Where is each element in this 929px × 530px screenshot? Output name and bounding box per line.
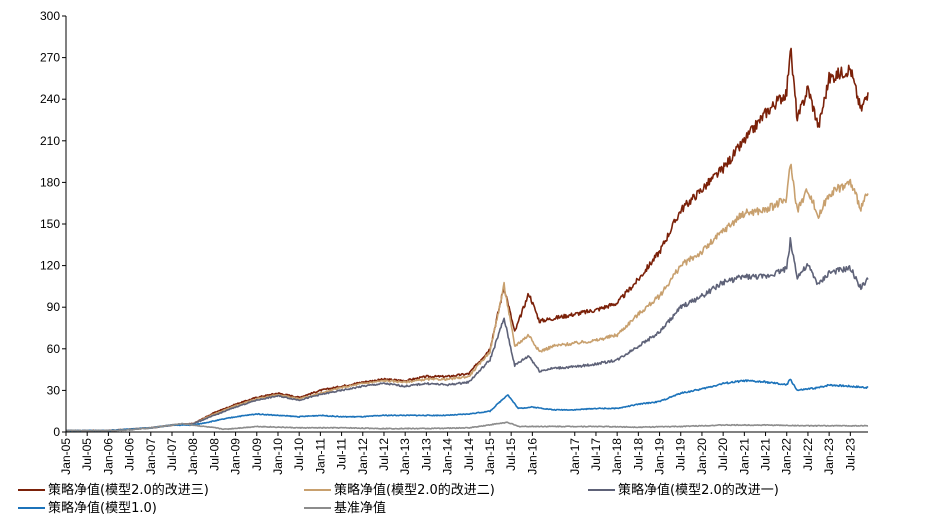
x-tick-label: Jan-09 xyxy=(229,438,243,475)
legend-label: 策略净值(模型1.0) xyxy=(48,500,157,516)
x-tick-label: Jul-15 xyxy=(504,438,518,471)
y-tick-label: 300 xyxy=(40,9,60,23)
x-tick-label: Jul-08 xyxy=(207,438,221,471)
x-tick-label: Jul-20 xyxy=(716,438,730,471)
x-tick-label: Jul-09 xyxy=(250,438,264,471)
series-line-1 xyxy=(66,47,869,432)
x-tick-label: Jul-06 xyxy=(123,438,137,471)
legend-label: 策略净值(模型2.0的改进三) xyxy=(48,482,209,498)
y-axis: 0 30 60 90 120 150 180 210 240 270 300 xyxy=(40,9,67,439)
legend-item: 策略净值(模型2.0的改进二) xyxy=(304,482,495,498)
x-tick-label: Jul-13 xyxy=(419,438,433,471)
y-tick-label: 90 xyxy=(47,300,61,314)
x-tick-label: Jan-19 xyxy=(653,438,667,475)
y-tick-label: 150 xyxy=(40,217,60,231)
x-tick-label: Jan-07 xyxy=(144,438,158,475)
x-tick-label: Jan-16 xyxy=(525,438,539,475)
x-tick-label: Jul-05 xyxy=(80,438,94,471)
x-tick-label: Jan-15 xyxy=(483,438,497,475)
plot-lines xyxy=(65,47,869,432)
x-tick-label: Jan-17 xyxy=(568,438,582,475)
x-tick-label: Jan-23 xyxy=(822,438,836,475)
y-tick-label: 270 xyxy=(40,51,60,65)
x-tick-label: Jan-06 xyxy=(101,438,115,475)
y-tick-label: 60 xyxy=(47,342,61,356)
legend: 策略净值(模型2.0的改进三) 策略净值(模型2.0的改进二) 策略净值(模型2.0… xyxy=(18,482,779,516)
x-tick-label: Jul-10 xyxy=(292,438,306,471)
x-axis: Jan-05 Jul-05 Jan-06 Jul-06 Jan-07 Jul-07 Jan-… xyxy=(59,431,868,475)
x-tick-label: Jul-11 xyxy=(335,438,349,470)
legend-item: 策略净值(模型2.0的改进一) xyxy=(588,482,779,498)
series-line-3 xyxy=(65,237,869,432)
x-tick-label: Jan-21 xyxy=(737,438,751,475)
y-tick-label: 30 xyxy=(47,383,61,397)
x-tick-label: Jan-14 xyxy=(441,438,455,475)
series-line-4 xyxy=(66,378,869,432)
y-tick-label: 240 xyxy=(40,92,60,106)
x-tick-label: Jan-13 xyxy=(398,438,412,475)
x-tick-label: Jan-05 xyxy=(59,438,73,475)
x-tick-label: Jan-18 xyxy=(610,438,624,475)
series-line-2 xyxy=(65,163,869,432)
legend-item: 策略净值(模型2.0的改进三) xyxy=(18,482,209,498)
y-tick-label: 180 xyxy=(40,175,60,189)
y-tick-label: 120 xyxy=(40,259,60,273)
legend-item: 策略净值(模型1.0) xyxy=(18,500,157,516)
x-tick-label: Jan-11 xyxy=(313,438,327,474)
y-tick-label: 210 xyxy=(40,134,60,148)
x-tick-label: Jan-12 xyxy=(356,438,370,475)
legend-label: 策略净值(模型2.0的改进一) xyxy=(618,482,779,498)
x-tick-label: Jul-23 xyxy=(843,438,857,471)
legend-label: 策略净值(模型2.0的改进二) xyxy=(334,482,495,498)
x-tick-label: Jul-21 xyxy=(759,438,773,471)
series-line-5 xyxy=(65,421,869,432)
x-tick-label: Jan-22 xyxy=(780,438,794,475)
x-tick-label: Jul-19 xyxy=(674,438,688,471)
x-tick-label: Jul-18 xyxy=(631,438,645,471)
x-tick-label: Jul-22 xyxy=(801,438,815,471)
legend-item: 基准净值 xyxy=(304,500,386,516)
x-tick-label: Jul-07 xyxy=(165,438,179,471)
x-tick-label: Jul-12 xyxy=(377,438,391,471)
x-tick-label: Jan-08 xyxy=(186,438,200,475)
x-tick-label: Jul-14 xyxy=(462,438,476,471)
legend-label: 基准净值 xyxy=(334,500,386,516)
x-tick-label: Jul-17 xyxy=(589,438,603,471)
x-tick-label: Jan-20 xyxy=(695,438,709,475)
y-tick-label: 0 xyxy=(53,425,60,439)
x-tick-label: Jan-10 xyxy=(271,438,285,475)
